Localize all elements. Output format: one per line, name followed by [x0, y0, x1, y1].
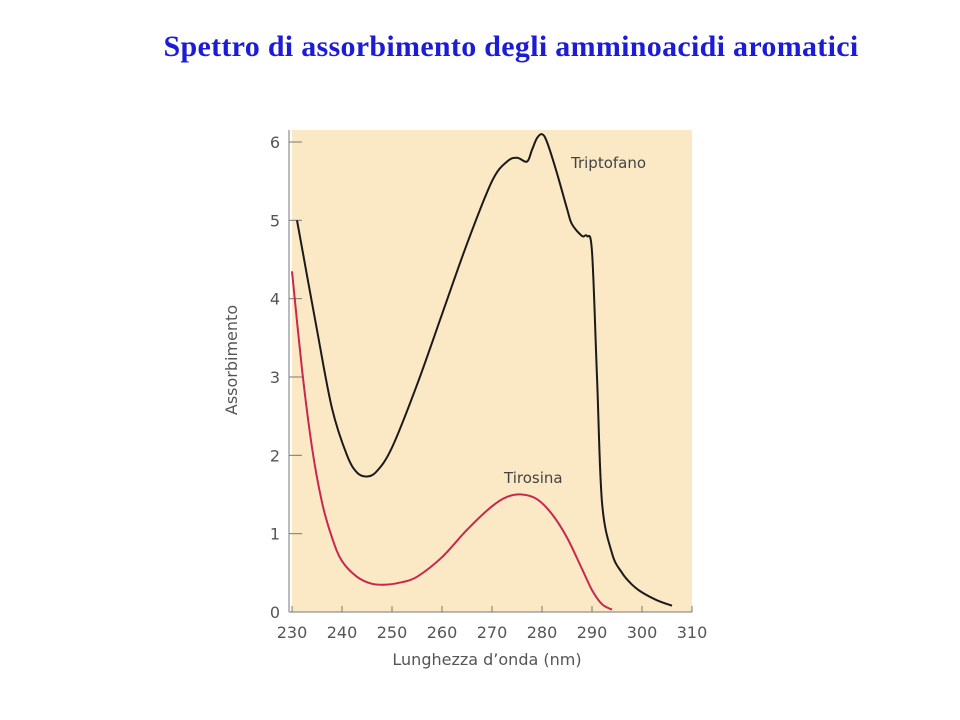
y-tick-label-3: 3 [270, 368, 280, 387]
x-tick-label-250: 250 [377, 623, 408, 642]
series-layer [291, 133, 673, 611]
x-tick-label-260: 260 [427, 623, 458, 642]
x-axis-label: Lunghezza d’onda (nm) [392, 650, 581, 669]
x-tick-label-230: 230 [277, 623, 308, 642]
y-tick-label-1: 1 [270, 525, 280, 544]
x-tick-label-240: 240 [327, 623, 358, 642]
slide-title: Spettro di assorbimento degli amminoacid… [163, 30, 859, 63]
axes: 0 1 2 3 4 5 6 230 240 250 260 270 280 290 300 310 [270, 130, 707, 642]
x-tick-label-310: 310 [677, 623, 708, 642]
y-tick-label-6: 6 [270, 133, 280, 152]
y-tick-label-4: 4 [270, 290, 280, 309]
x-tick-label-300: 300 [627, 623, 658, 642]
y-tick-label-0: 0 [270, 603, 280, 622]
series-line-tirosina [291, 271, 613, 611]
series-label-tirosina: Tirosina [503, 469, 563, 487]
y-axis-label: Assorbimento [222, 305, 241, 415]
series-line-triptofano [296, 133, 673, 607]
x-tick-label-290: 290 [577, 623, 608, 642]
y-tick-label-5: 5 [270, 211, 280, 230]
x-tick-label-280: 280 [527, 623, 558, 642]
series-label-triptofano: Triptofano [570, 154, 646, 172]
x-tick-label-270: 270 [477, 623, 508, 642]
plot-background [292, 130, 692, 612]
y-tick-label-2: 2 [270, 446, 280, 465]
